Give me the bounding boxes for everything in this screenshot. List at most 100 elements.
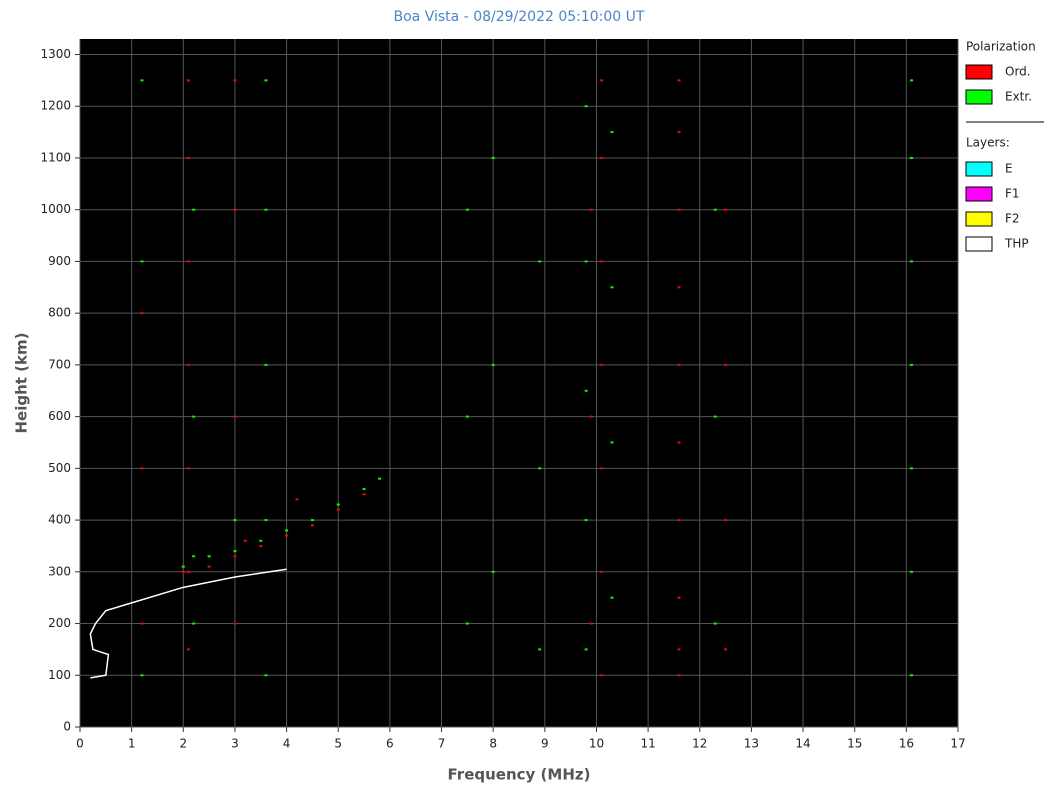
- echo-point: [713, 415, 717, 418]
- x-tick-label: 4: [283, 737, 291, 751]
- echo-point: [140, 622, 144, 625]
- legend-label: E: [1005, 162, 1013, 176]
- echo-point: [538, 648, 542, 651]
- echo-point: [910, 79, 914, 82]
- echo-point: [310, 524, 314, 527]
- y-tick-label: 400: [48, 513, 71, 527]
- x-tick-label: 7: [438, 737, 446, 751]
- echo-point: [677, 208, 681, 211]
- plot-area: [80, 39, 958, 727]
- echo-point: [589, 208, 593, 211]
- echo-point: [233, 550, 237, 553]
- y-tick-label: 100: [48, 668, 71, 682]
- echo-point: [181, 570, 185, 573]
- echo-point: [677, 131, 681, 134]
- echo-point: [264, 208, 268, 211]
- x-tick-label: 9: [541, 737, 549, 751]
- y-tick-label: 0: [63, 720, 71, 734]
- echo-point: [186, 156, 190, 159]
- y-tick-label: 300: [48, 564, 71, 578]
- legend-swatch: [965, 161, 993, 177]
- echo-point: [910, 156, 914, 159]
- y-tick-label: 500: [48, 461, 71, 475]
- legend-swatch: [965, 236, 993, 252]
- x-tick-label: 17: [950, 737, 965, 751]
- echo-point: [600, 467, 604, 470]
- legend-label: Extr.: [1005, 90, 1032, 104]
- echo-point: [140, 312, 144, 315]
- echo-point: [186, 260, 190, 263]
- legend-swatch: [965, 211, 993, 227]
- echo-point: [140, 467, 144, 470]
- echo-point: [186, 467, 190, 470]
- layers-title: Layers:: [966, 136, 1010, 150]
- x-tick-label: 11: [640, 737, 655, 751]
- x-tick-label: 5: [334, 737, 342, 751]
- echo-point: [910, 467, 914, 470]
- echo-point: [264, 519, 268, 522]
- echo-point: [724, 648, 728, 651]
- echo-point: [186, 79, 190, 82]
- x-tick-label: 2: [179, 737, 187, 751]
- echo-point: [677, 596, 681, 599]
- y-tick-label: 1000: [40, 202, 71, 216]
- echo-point: [465, 622, 469, 625]
- echo-point: [192, 415, 196, 418]
- echo-point: [336, 508, 340, 511]
- x-axis-label: Frequency (MHz): [448, 766, 591, 784]
- echo-point: [600, 363, 604, 366]
- echo-point: [589, 622, 593, 625]
- y-tick-label: 1100: [40, 150, 71, 164]
- chart-title: Boa Vista - 08/29/2022 05:10:00 UT: [394, 9, 645, 25]
- x-tick-label: 15: [847, 737, 862, 751]
- thp-line: [89, 568, 287, 679]
- echo-point: [610, 441, 614, 444]
- echo-point: [584, 260, 588, 263]
- echo-point: [186, 648, 190, 651]
- echo-point: [285, 529, 289, 532]
- x-tick-label: 13: [744, 737, 759, 751]
- echo-point: [677, 674, 681, 677]
- echo-point: [713, 622, 717, 625]
- echo-point: [491, 570, 495, 573]
- echo-point: [600, 674, 604, 677]
- echo-point: [233, 208, 237, 211]
- x-tick-label: 10: [589, 737, 604, 751]
- echo-point: [233, 555, 237, 558]
- echo-point: [186, 363, 190, 366]
- legend-swatch: [965, 89, 993, 105]
- echo-point: [140, 79, 144, 82]
- echo-point: [259, 539, 263, 542]
- echo-point: [186, 570, 190, 573]
- echo-point: [584, 519, 588, 522]
- echo-point: [264, 363, 268, 366]
- echo-point: [584, 648, 588, 651]
- y-axis-label: Height (km): [13, 333, 31, 434]
- echo-point: [336, 503, 340, 506]
- echo-point: [378, 477, 382, 480]
- echo-point: [910, 674, 914, 677]
- echo-point: [192, 622, 196, 625]
- legend-label: F2: [1005, 212, 1020, 226]
- echo-point: [713, 208, 717, 211]
- x-tick-label: 1: [128, 737, 136, 751]
- echo-point: [677, 363, 681, 366]
- echo-point: [192, 208, 196, 211]
- x-tick-label: 12: [692, 737, 707, 751]
- y-tick-label: 800: [48, 306, 71, 320]
- echo-point: [538, 467, 542, 470]
- echo-point: [600, 260, 604, 263]
- echo-point: [295, 498, 299, 501]
- echo-point: [538, 260, 542, 263]
- legend-label: THP: [1004, 237, 1029, 251]
- echo-point: [207, 555, 211, 558]
- echo-point: [584, 389, 588, 392]
- echo-point: [600, 156, 604, 159]
- legend-title: Polarization: [966, 40, 1036, 54]
- echo-point: [724, 519, 728, 522]
- echo-point: [610, 131, 614, 134]
- echo-point: [724, 208, 728, 211]
- echo-point: [491, 156, 495, 159]
- y-tick-label: 600: [48, 409, 71, 423]
